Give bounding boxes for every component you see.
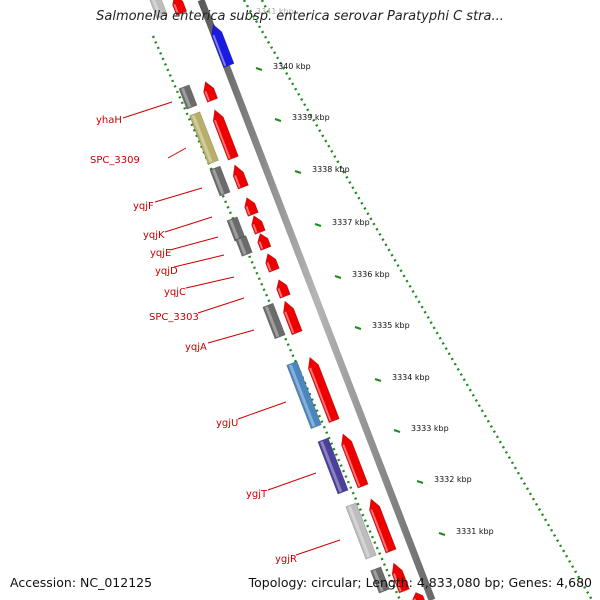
gene-label[interactable]: SPC_3303 bbox=[149, 297, 245, 323]
gene-label-text: yqjA bbox=[185, 342, 207, 353]
gene-label-text: yqjD bbox=[155, 266, 178, 277]
map-title: Salmonella enterica subsp. enterica sero… bbox=[96, 9, 504, 24]
gene-label[interactable]: ygjT bbox=[246, 472, 317, 500]
gene-label-text: yhaH bbox=[96, 115, 122, 126]
kbp-tick-label: 3339 kbp bbox=[292, 113, 330, 122]
kbp-tick-label: 3332 kbp bbox=[434, 475, 472, 484]
kbp-tick-mark bbox=[314, 223, 322, 227]
genome-summary-text: Topology: circular; Length: 4,833,080 bp… bbox=[248, 575, 592, 590]
gene-block-forward[interactable] bbox=[230, 163, 249, 190]
gene-label-leader bbox=[154, 187, 203, 203]
gene-label-leader bbox=[267, 472, 317, 491]
kbp-tick-label: 3336 kbp bbox=[352, 270, 390, 279]
gene-label-text: ygjR bbox=[275, 554, 297, 565]
gene-label-text: yqjF bbox=[133, 201, 154, 212]
tick-ring-mid bbox=[260, 0, 270, 13]
kbp-tick-mark bbox=[393, 429, 401, 433]
gene-label-text: SPC_3309 bbox=[90, 155, 140, 166]
gene-labels: yhaH SPC_3309 yqjF yqjK yqjE yqjD yqjC SPC_3303… bbox=[90, 101, 341, 565]
gene-label[interactable]: yqjF bbox=[133, 187, 203, 212]
kbp-tick-label: 3337 kbp bbox=[332, 218, 370, 227]
gene-label-leader bbox=[197, 297, 245, 314]
gene-label-leader bbox=[237, 401, 287, 420]
gene-label[interactable]: yqjD bbox=[155, 254, 225, 277]
gene-features bbox=[148, 0, 426, 600]
gene-block-forward[interactable] bbox=[338, 432, 369, 489]
gene-block-forward[interactable] bbox=[169, 0, 188, 16]
gene-label-text: ygjT bbox=[246, 489, 268, 500]
kbp-tick-label-partial: 3341 kbp bbox=[256, 7, 294, 16]
kbp-ticks: 3340 kbp 3339 kbp 3338 kbp 3337 kbp 3336 kbp… bbox=[255, 7, 494, 536]
gene-label[interactable]: ygjU bbox=[216, 401, 287, 429]
gene-block-reverse[interactable] bbox=[189, 111, 219, 165]
gene-block-reverse[interactable] bbox=[317, 437, 349, 495]
gene-block-reverse[interactable] bbox=[209, 165, 231, 197]
gene-label[interactable]: yqjE bbox=[150, 236, 219, 259]
tick-ring-outer bbox=[242, 0, 594, 600]
kbp-tick-label: 3338 kbp bbox=[312, 165, 350, 174]
kbp-tick-mark bbox=[438, 532, 446, 536]
gene-label-leader bbox=[173, 254, 225, 268]
gene-block-forward[interactable] bbox=[249, 214, 266, 235]
gene-label-leader bbox=[207, 329, 255, 344]
kbp-tick-mark bbox=[334, 275, 342, 279]
gene-label-leader bbox=[295, 539, 341, 556]
gene-label[interactable]: yqjA bbox=[185, 329, 255, 353]
gene-block-reverse[interactable] bbox=[148, 0, 168, 19]
gene-label-text: yqjK bbox=[143, 230, 165, 241]
accession-text: Accession: NC_012125 bbox=[10, 575, 153, 590]
gene-label-leader bbox=[167, 147, 187, 159]
gene-block-forward[interactable] bbox=[200, 80, 219, 103]
kbp-tick-label: 3340 kbp bbox=[273, 62, 311, 71]
gene-label-leader bbox=[122, 101, 173, 119]
gene-label-leader bbox=[169, 236, 219, 251]
kbp-tick-label: 3333 kbp bbox=[411, 424, 449, 433]
gene-label[interactable]: yqjK bbox=[143, 216, 213, 241]
gene-label-text: ygjU bbox=[216, 418, 238, 429]
gene-label[interactable]: ygjR bbox=[275, 539, 341, 565]
kbp-tick-mark bbox=[374, 378, 382, 382]
gene-label-text: yqjC bbox=[164, 287, 186, 298]
kbp-tick-mark bbox=[255, 67, 263, 71]
kbp-tick-mark bbox=[294, 170, 302, 174]
gene-block-forward[interactable] bbox=[411, 590, 426, 600]
gene-block-forward[interactable] bbox=[255, 232, 272, 251]
gene-block-forward[interactable] bbox=[280, 299, 303, 336]
gene-block-forward[interactable] bbox=[208, 22, 235, 68]
gene-label-text: yqjE bbox=[150, 248, 171, 259]
gene-block-reverse[interactable] bbox=[370, 566, 390, 594]
gene-label-leader bbox=[164, 216, 213, 233]
kbp-tick-label: 3334 kbp bbox=[392, 373, 430, 382]
gene-label-text: SPC_3303 bbox=[149, 312, 199, 323]
gene-label-leader bbox=[185, 276, 235, 289]
gene-block-forward[interactable] bbox=[263, 252, 280, 273]
gene-block-reverse[interactable] bbox=[226, 216, 246, 242]
gene-label[interactable]: yqjC bbox=[164, 276, 235, 298]
gene-block-forward[interactable] bbox=[242, 196, 259, 217]
gene-block-forward[interactable] bbox=[366, 497, 397, 554]
gene-block-forward[interactable] bbox=[210, 108, 239, 161]
kbp-tick-label: 3335 kbp bbox=[372, 321, 410, 330]
gene-block-reverse[interactable] bbox=[286, 360, 322, 430]
backbone bbox=[197, 0, 436, 600]
kbp-tick-label: 3331 kbp bbox=[456, 527, 494, 536]
gene-label[interactable]: SPC_3309 bbox=[90, 147, 187, 166]
gene-block-forward[interactable] bbox=[305, 355, 340, 424]
gene-block-forward[interactable] bbox=[274, 278, 291, 299]
gene-block-reverse[interactable] bbox=[235, 235, 253, 257]
kbp-tick-mark bbox=[274, 118, 282, 122]
kbp-tick-mark bbox=[354, 326, 362, 330]
kbp-tick-mark bbox=[416, 480, 424, 484]
gene-block-reverse[interactable] bbox=[178, 84, 198, 110]
gene-block-forward[interactable] bbox=[388, 561, 410, 594]
gene-block-reverse[interactable] bbox=[262, 302, 286, 340]
gene-block-reverse[interactable] bbox=[345, 502, 377, 560]
gene-label[interactable]: yhaH bbox=[96, 101, 173, 126]
